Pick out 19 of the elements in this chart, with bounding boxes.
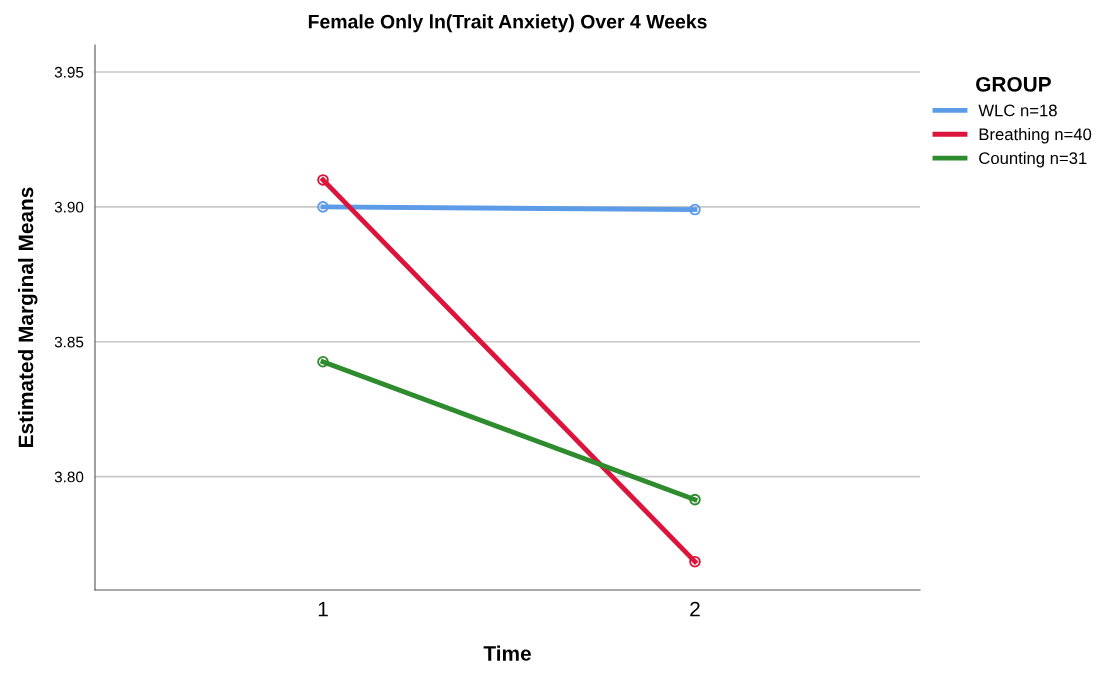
chart-title: Female Only ln(Trait Anxiety) Over 4 Weeks (308, 14, 707, 33)
x-tick-label: 1 (318, 601, 328, 617)
point (317, 355, 329, 368)
y-tick-label: 3.80 (54, 471, 84, 483)
legend-label: Counting n=31 (979, 151, 1087, 168)
y-tick-label: 3.85 (54, 336, 84, 348)
y-axis-title: Estimated Marginal Means (17, 187, 38, 447)
point (689, 493, 701, 506)
x-tick-label: 2 (690, 601, 700, 617)
legend-label: WLC n=18 (978, 104, 1057, 117)
point (317, 201, 329, 213)
point (689, 203, 701, 216)
point (689, 555, 701, 568)
y-tick-label: 3.90 (54, 201, 84, 213)
x-axis-title: Time (483, 645, 531, 661)
legend-label: Breathing n=40 (979, 127, 1092, 144)
y-tick-label: 3.95 (54, 66, 84, 78)
legend-title: GROUP (976, 76, 1051, 92)
point (317, 174, 329, 186)
